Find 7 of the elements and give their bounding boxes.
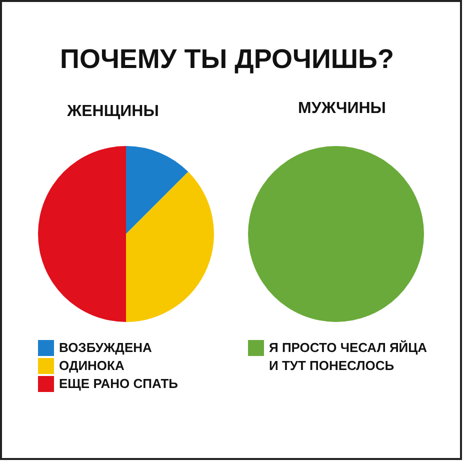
legend-label: ЕЩЕ РАНО СПАТЬ bbox=[59, 375, 178, 393]
chart-title: ЖЕНЩИНЫ bbox=[66, 102, 160, 122]
text: ПОЧЕМУ ТЫ ДРОЧИШЬ? bbox=[59, 43, 395, 76]
legend-label: ОДИНОКА bbox=[59, 357, 124, 375]
chart-title: МУЖЧИНЫ bbox=[297, 99, 387, 119]
legend-label: Я ПРОСТО ЧЕСАЛ ЯЙЦА И ТУТ ПОНЕСЛОСЬ bbox=[269, 339, 428, 375]
legend-label: ВОЗБУЖДЕНА bbox=[59, 339, 152, 357]
